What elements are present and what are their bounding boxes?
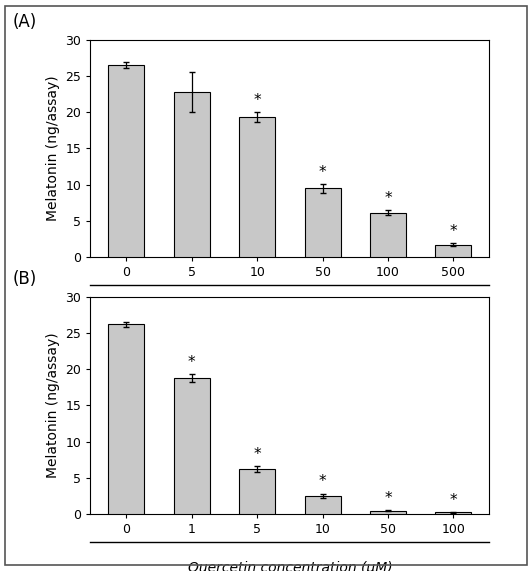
Bar (370, 213, 406, 257)
Text: (A): (A) (13, 13, 37, 31)
Bar (370, 510, 406, 514)
Bar (109, 65, 144, 257)
Bar (174, 378, 210, 514)
Bar (239, 469, 275, 514)
Text: *: * (188, 355, 196, 370)
Y-axis label: Melatonin (ng/assay): Melatonin (ng/assay) (46, 332, 60, 478)
Bar (239, 118, 275, 257)
Text: Caffeic acid concentration (μM): Caffeic acid concentration (μM) (181, 304, 399, 317)
Text: Quercetin concentration (μM): Quercetin concentration (μM) (188, 561, 392, 571)
Text: *: * (450, 493, 458, 508)
Bar (109, 324, 144, 514)
Text: *: * (253, 447, 261, 462)
Y-axis label: Melatonin (ng/assay): Melatonin (ng/assay) (46, 75, 60, 222)
Bar (436, 512, 471, 514)
Text: *: * (319, 164, 327, 179)
Text: *: * (319, 475, 327, 489)
Text: (B): (B) (13, 270, 37, 288)
Text: *: * (384, 490, 392, 505)
Bar (174, 92, 210, 257)
Bar (305, 496, 340, 514)
Bar (436, 244, 471, 257)
Text: *: * (450, 223, 458, 239)
Text: *: * (253, 93, 261, 108)
Bar (305, 188, 340, 257)
Text: *: * (384, 191, 392, 206)
